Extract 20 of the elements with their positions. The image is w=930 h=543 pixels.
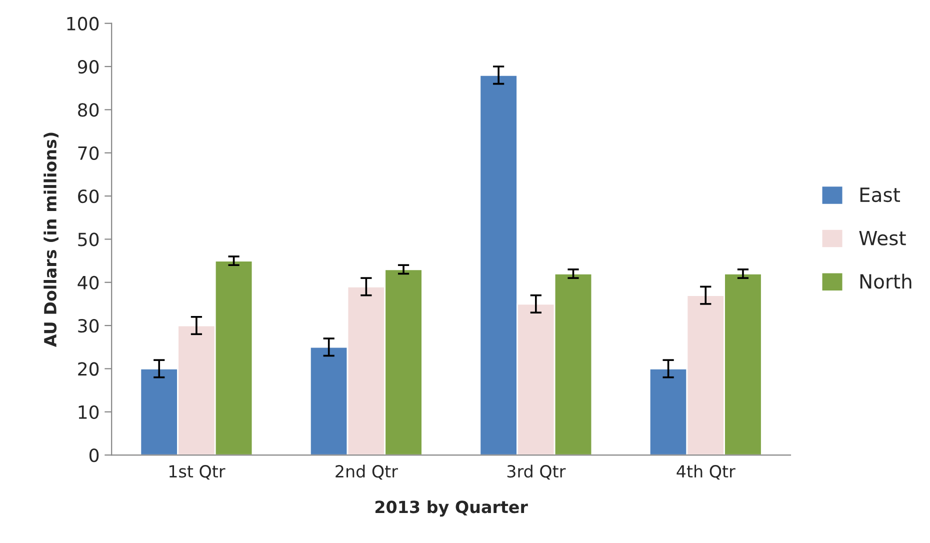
- y-tick-label: 10: [78, 405, 99, 419]
- y-tick-label: 0: [89, 448, 99, 462]
- y-tick-label: 30: [78, 318, 99, 333]
- legend-label: East: [860, 188, 900, 202]
- x-tick-label: 4th Qtr: [676, 464, 736, 480]
- y-tick-label: 90: [78, 60, 99, 74]
- y-axis-title: AU Dollars (in millions): [44, 132, 59, 347]
- y-tick-label: 60: [78, 189, 99, 204]
- legend-label: West: [859, 230, 906, 246]
- x-tick-label: 2nd Qtr: [336, 464, 398, 480]
- x-axis-title: 2013 by Quarter: [375, 500, 528, 517]
- x-tick-label: 3rd Qtr: [507, 464, 566, 480]
- y-tick-label: 40: [78, 276, 99, 290]
- y-tick-label: 70: [78, 146, 99, 160]
- legend-label: North: [860, 274, 912, 289]
- y-tick-label: 100: [67, 16, 99, 30]
- y-tick-label: 80: [78, 103, 99, 117]
- y-tick-label: 50: [78, 232, 99, 246]
- x-tick-label: 1st Qtr: [169, 465, 226, 480]
- y-tick-label: 20: [78, 362, 99, 376]
